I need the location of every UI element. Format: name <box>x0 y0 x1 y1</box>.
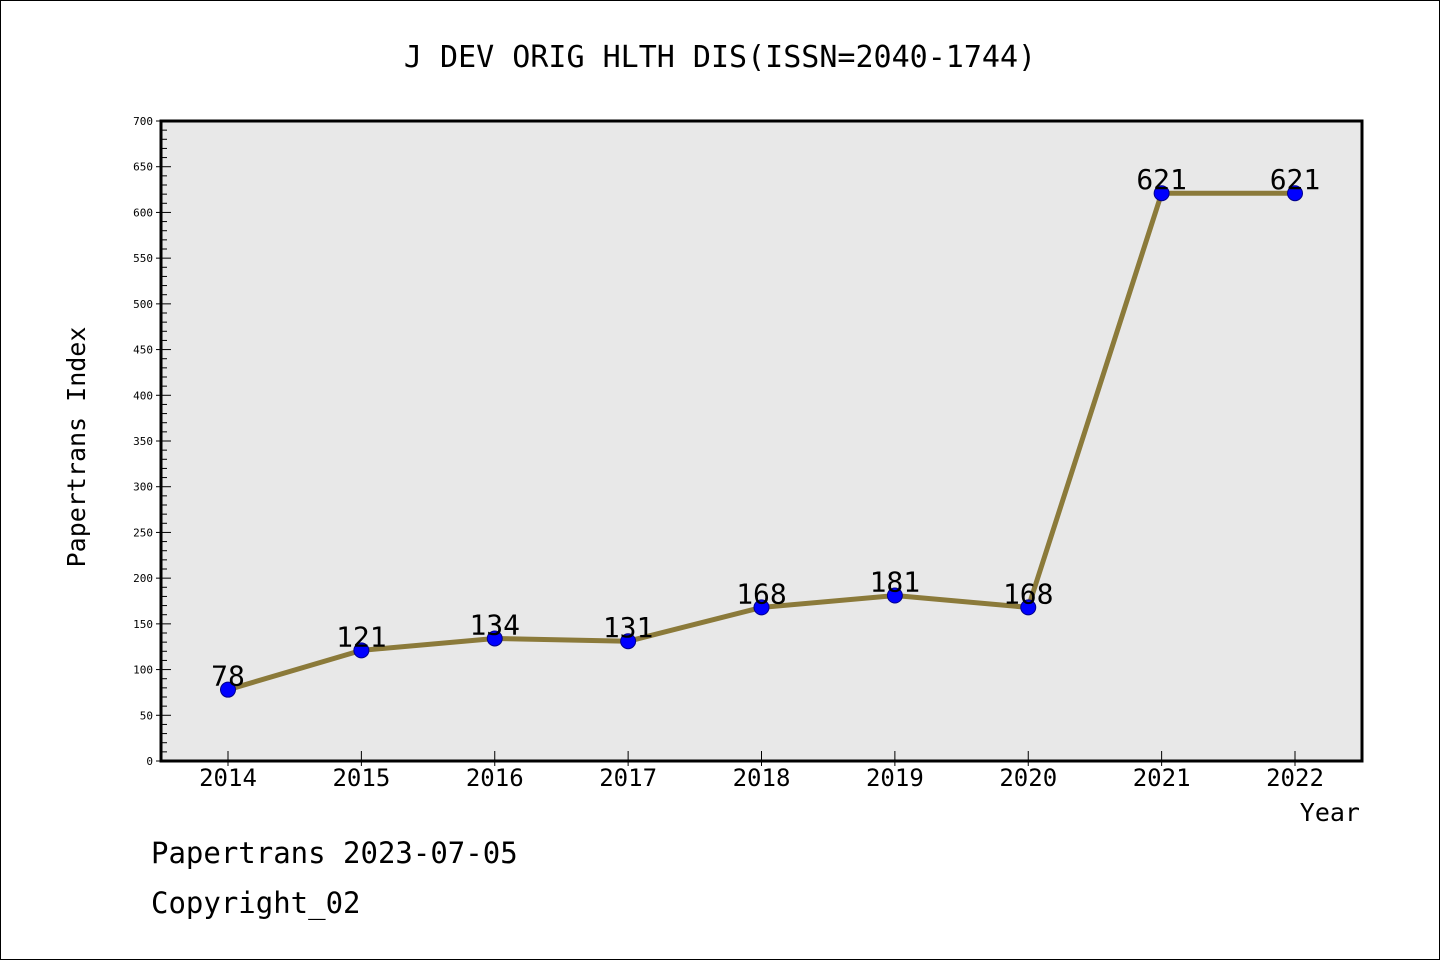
x-tick-label: 2014 <box>199 764 257 792</box>
x-axis-label: Year <box>1300 798 1360 827</box>
data-point <box>353 642 370 659</box>
y-tick-label: 600 <box>133 206 153 219</box>
footer-copyright: Copyright_02 <box>151 886 361 920</box>
x-tick-label: 2015 <box>332 764 390 792</box>
data-point <box>753 599 770 616</box>
x-axis: 2014 2015 2016 2017 2018 2019 2020 2021 2022 <box>199 751 1324 792</box>
y-tick-label: 200 <box>133 572 153 585</box>
data-label: 181 <box>870 566 921 599</box>
y-tick-label: 700 <box>133 115 153 128</box>
x-tick-label: 2021 <box>1133 764 1191 792</box>
y-minor-ticks <box>161 129 167 753</box>
x-tick-label: 2016 <box>466 764 524 792</box>
data-labels: 78 121 134 131 168 181 168 621 621 <box>211 163 1320 692</box>
data-label: 168 <box>1003 577 1054 610</box>
y-tick-label: 50 <box>140 709 153 722</box>
data-label: 121 <box>336 620 387 653</box>
x-tick-label: 2018 <box>733 764 791 792</box>
y-tick-label: 0 <box>146 755 153 768</box>
x-tick-label: 2019 <box>866 764 924 792</box>
data-point <box>486 630 503 647</box>
data-label: 168 <box>736 577 787 610</box>
y-tick-label: 100 <box>133 664 153 677</box>
data-point <box>1153 185 1170 202</box>
y-tick-label: 450 <box>133 344 153 357</box>
data-point <box>220 681 236 698</box>
y-tick-label: 350 <box>133 435 153 448</box>
y-tick-label: 150 <box>133 618 153 631</box>
y-axis: 0 50 100 150 200 250 300 350 400 450 500 550 600 650 7… <box>133 115 171 768</box>
y-axis-label: Papertrans Index <box>62 327 91 568</box>
x-tick-label: 2022 <box>1266 764 1324 792</box>
data-label: 134 <box>469 608 520 641</box>
data-point <box>886 587 903 604</box>
data-label: 621 <box>1270 163 1321 196</box>
data-points <box>220 185 1303 698</box>
data-label: 621 <box>1136 163 1187 196</box>
y-tick-label: 500 <box>133 298 153 311</box>
footer-date: Papertrans 2023-07-05 <box>151 836 518 870</box>
data-label: 131 <box>603 611 654 644</box>
x-tick-label: 2017 <box>599 764 657 792</box>
y-tick-label: 250 <box>133 526 153 539</box>
y-tick-label: 300 <box>133 481 153 494</box>
y-tick-label: 650 <box>133 161 153 174</box>
y-tick-label: 400 <box>133 389 153 402</box>
chart-title: J DEV ORIG HLTH DIS(ISSN=2040-1744) <box>404 40 1036 75</box>
x-tick-label: 2020 <box>999 764 1057 792</box>
plot-area <box>159 119 1364 763</box>
data-point <box>620 633 637 650</box>
y-tick-label: 550 <box>133 252 153 265</box>
data-point <box>1287 185 1303 202</box>
data-label: 78 <box>211 660 245 693</box>
data-point <box>1020 599 1037 616</box>
